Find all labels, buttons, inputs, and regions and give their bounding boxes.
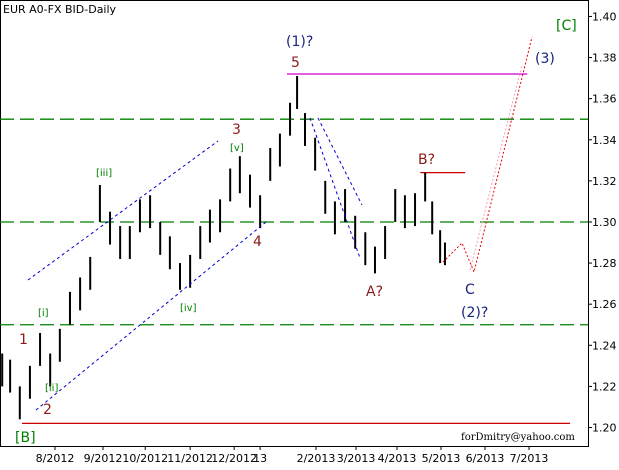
wave-label: (1)?	[286, 34, 313, 50]
y-tick-label: 1.26	[592, 298, 617, 311]
wave-label: [ii]	[45, 383, 58, 394]
y-tick-label: 1.30	[592, 216, 617, 229]
wave-label: [iii]	[96, 168, 112, 179]
wave-label: [C]	[556, 18, 577, 34]
y-tick-label: 1.28	[592, 257, 617, 270]
x-tick-label: 10/2012	[122, 452, 168, 465]
x-tick-label: 9/2012	[84, 452, 123, 465]
wave-label: (2)?	[461, 305, 488, 321]
x-tick-label: 8/2012	[36, 452, 75, 465]
wave-label: (3)	[535, 51, 555, 67]
wave-label: A?	[366, 284, 383, 300]
wave-label: B?	[418, 152, 435, 168]
wave-label: [B]	[15, 430, 36, 446]
y-tick-label: 1.38	[592, 52, 617, 65]
y-tick-label: 1.32	[592, 175, 617, 188]
watermark: forDmitry@yahoo.com	[461, 432, 575, 443]
wave-label: 4	[253, 234, 262, 250]
wave-label: 3	[232, 122, 241, 138]
wave-label: 5	[291, 55, 300, 71]
wave-label: 2	[43, 402, 52, 418]
x-tick-label: 5/2013	[422, 452, 461, 465]
x-tick-label: 7/2013	[510, 452, 549, 465]
wave-label: C	[465, 282, 475, 298]
y-tick-label: 1.40	[592, 10, 617, 23]
x-tick-label: 4/2013	[378, 452, 417, 465]
x-tick-label: 3/2013	[337, 452, 376, 465]
x-tick-label: 11/2012	[167, 452, 213, 465]
y-tick-label: 1.36	[592, 93, 617, 106]
y-tick-label: 1.20	[592, 422, 617, 435]
y-tick-label: 1.34	[592, 134, 617, 147]
y-tick-label: 1.22	[592, 380, 617, 393]
x-tick-label: 12/2012	[211, 452, 257, 465]
chart-title: EUR A0-FX BID-Daily	[3, 3, 117, 16]
wave-label: [iv]	[180, 303, 197, 314]
y-tick-label: 1.24	[592, 339, 617, 352]
wave-label: 1	[19, 332, 28, 348]
wave-label: [v]	[230, 143, 244, 154]
x-tick-label: 2/2013	[297, 452, 336, 465]
wave-label: [i]	[38, 308, 49, 319]
x-tick-label: 6/2013	[466, 452, 505, 465]
x-tick-label: 13	[253, 452, 267, 465]
